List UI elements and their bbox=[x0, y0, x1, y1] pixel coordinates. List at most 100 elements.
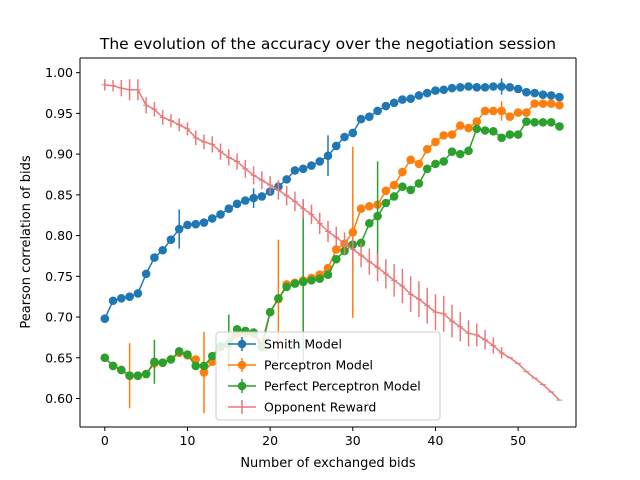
data-point bbox=[464, 146, 473, 156]
data-point bbox=[389, 98, 399, 108]
data-point bbox=[447, 83, 457, 93]
data-point bbox=[356, 204, 366, 213]
data-point bbox=[530, 88, 539, 98]
y-tick-label: 0.60 bbox=[45, 391, 73, 406]
data-point bbox=[150, 253, 159, 262]
data-point bbox=[150, 357, 159, 367]
data-point bbox=[232, 324, 242, 334]
data-point bbox=[422, 164, 432, 174]
legend-box bbox=[215, 331, 441, 421]
data-point bbox=[505, 112, 515, 121]
data-point bbox=[307, 276, 316, 285]
data-point bbox=[100, 314, 110, 323]
data-point bbox=[265, 307, 275, 317]
data-point bbox=[340, 132, 349, 142]
data-point bbox=[422, 88, 432, 98]
data-point bbox=[323, 151, 333, 161]
data-point bbox=[141, 269, 151, 279]
y-tick-label: 1.00 bbox=[45, 65, 73, 80]
data-point bbox=[497, 82, 506, 91]
data-point bbox=[323, 270, 333, 279]
data-point bbox=[117, 293, 126, 303]
data-point bbox=[505, 130, 515, 139]
data-point bbox=[365, 201, 374, 211]
data-point bbox=[166, 235, 176, 244]
data-point bbox=[224, 204, 234, 213]
data-point bbox=[522, 87, 531, 97]
data-point bbox=[174, 224, 184, 234]
data-point bbox=[389, 192, 399, 201]
legend-label: Perfect Perceptron Model bbox=[264, 379, 421, 394]
data-point bbox=[108, 296, 118, 306]
data-point bbox=[439, 85, 449, 95]
data-point bbox=[414, 159, 424, 169]
x-tick-label: 20 bbox=[262, 433, 278, 448]
x-tick-label: 0 bbox=[101, 433, 109, 448]
data-point bbox=[406, 94, 415, 104]
data-point bbox=[274, 293, 283, 303]
data-point bbox=[455, 83, 465, 92]
series-smith-model bbox=[100, 78, 564, 323]
legend-item: Perfect Perceptron Model bbox=[228, 379, 421, 394]
x-tick-label: 30 bbox=[345, 433, 361, 448]
data-point bbox=[100, 353, 110, 363]
data-point bbox=[472, 117, 482, 126]
data-point bbox=[489, 82, 498, 91]
data-point bbox=[480, 106, 490, 116]
data-point bbox=[497, 133, 506, 143]
data-point bbox=[199, 368, 209, 377]
data-point bbox=[406, 185, 415, 195]
data-point bbox=[207, 214, 217, 223]
data-point bbox=[290, 166, 300, 175]
data-point bbox=[439, 131, 449, 140]
data-point bbox=[505, 83, 515, 92]
data-point bbox=[381, 186, 391, 196]
data-point bbox=[530, 99, 539, 108]
legend-label: Perceptron Model bbox=[264, 358, 373, 373]
data-point bbox=[232, 199, 242, 209]
chart-title: The evolution of the accuracy over the n… bbox=[99, 35, 556, 53]
data-point bbox=[455, 121, 465, 130]
data-point bbox=[398, 167, 407, 177]
y-tick-label: 0.70 bbox=[45, 310, 73, 325]
data-point bbox=[538, 99, 548, 108]
legend-marker bbox=[237, 360, 247, 370]
data-point bbox=[546, 99, 556, 108]
data-point bbox=[331, 245, 341, 254]
series-perfect-perceptron-model bbox=[100, 117, 564, 384]
legend-items: Smith Model Perceptron Model Perfect Perce… bbox=[228, 337, 421, 415]
x-tick-label: 40 bbox=[428, 433, 444, 448]
data-point bbox=[472, 83, 482, 92]
data-point bbox=[166, 355, 176, 364]
data-point bbox=[439, 157, 449, 166]
data-point bbox=[125, 292, 134, 301]
series-opponent-reward bbox=[101, 79, 563, 401]
data-point bbox=[447, 130, 457, 139]
data-point bbox=[249, 193, 258, 203]
data-point bbox=[298, 277, 308, 287]
legend-item: Smith Model bbox=[228, 337, 342, 352]
data-point bbox=[546, 91, 556, 100]
data-point bbox=[199, 361, 209, 371]
data-point bbox=[538, 118, 548, 127]
data-point bbox=[489, 127, 498, 136]
y-axis-ticks: 0.60 0.65 0.70 0.75 0.80 0.85 0.90 0.95 1.00 bbox=[45, 65, 80, 406]
y-tick-label: 0.75 bbox=[45, 269, 73, 284]
data-point bbox=[158, 358, 167, 367]
data-point bbox=[513, 108, 523, 117]
data-point bbox=[431, 159, 440, 169]
data-point bbox=[348, 128, 358, 138]
data-point bbox=[117, 365, 126, 375]
legend-label: Opponent Reward bbox=[264, 400, 376, 415]
data-point bbox=[191, 219, 201, 229]
data-point bbox=[331, 254, 341, 264]
data-point bbox=[315, 274, 325, 284]
x-axis-ticks: 0 10 20 30 40 50 bbox=[101, 427, 526, 448]
data-point bbox=[513, 84, 523, 94]
x-tick-label: 10 bbox=[180, 433, 196, 448]
legend-item: Perceptron Model bbox=[228, 358, 373, 373]
data-point bbox=[199, 218, 209, 227]
data-point bbox=[497, 106, 506, 116]
data-point bbox=[241, 196, 250, 205]
